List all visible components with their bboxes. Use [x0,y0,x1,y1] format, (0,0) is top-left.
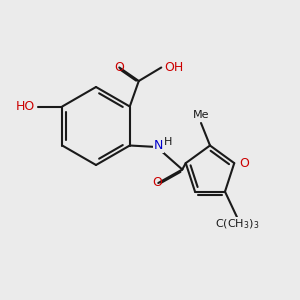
Text: HO: HO [16,100,35,113]
Text: H: H [164,136,172,147]
Text: Me: Me [193,110,209,120]
Text: N: N [154,139,163,152]
Text: O: O [152,176,162,190]
Text: O: O [239,157,249,169]
Text: C(CH$_3$)$_3$: C(CH$_3$)$_3$ [215,217,259,231]
Text: OH: OH [164,61,184,74]
Text: O: O [114,61,124,74]
